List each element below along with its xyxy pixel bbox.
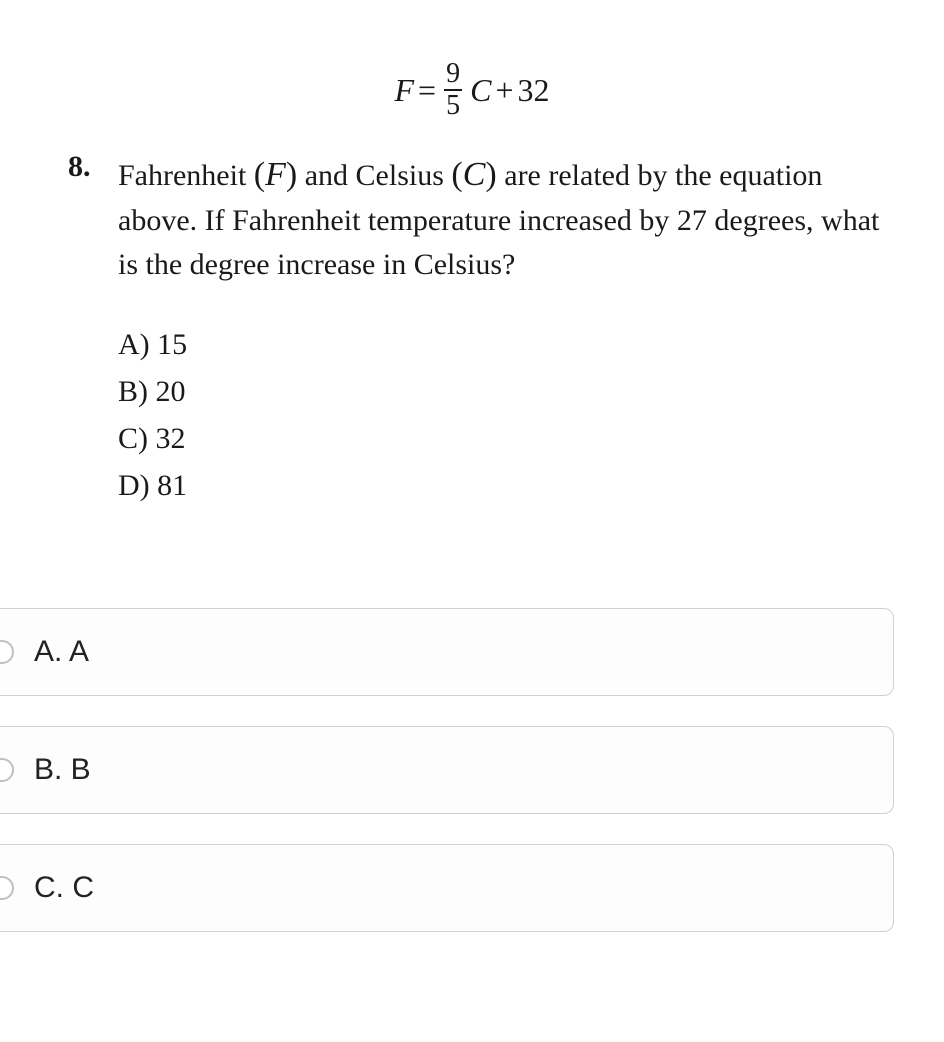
q-var2-close: ): [485, 156, 496, 193]
question-row: 8. Fahrenheit (F) and Celsius (C) are re…: [0, 150, 944, 286]
q-var2: C: [463, 156, 486, 193]
answer-label-c: C. C: [34, 871, 94, 905]
q-var2-open: (: [451, 156, 462, 193]
inline-choices: A) 15 B) 20 C) 32 D) 81: [0, 322, 944, 508]
equation-frac-den: 5: [444, 91, 462, 120]
answer-option-a[interactable]: A. A: [0, 608, 894, 696]
inline-choice-b: B) 20: [118, 369, 944, 414]
equation-equals: =: [418, 72, 436, 109]
inline-choice-d: D) 81: [118, 463, 944, 508]
equation-constant: 32: [517, 72, 549, 109]
inline-choice-a: A) 15: [118, 322, 944, 367]
q-var1-open: (: [254, 156, 265, 193]
page: F = 9 5 C + 32 8. Fahrenheit (F) and Cel…: [0, 0, 944, 932]
equation: F = 9 5 C + 32: [0, 60, 944, 120]
inline-choice-c: C) 32: [118, 416, 944, 461]
question-number: 8.: [68, 150, 118, 184]
q-var1: F: [265, 156, 286, 193]
equation-rhs-var: C: [470, 72, 491, 109]
question-body: Fahrenheit (F) and Celsius (C) are relat…: [118, 150, 894, 286]
q-var1-close: ): [286, 156, 297, 193]
radio-c[interactable]: [0, 874, 18, 902]
answer-option-c[interactable]: C. C: [0, 844, 894, 932]
radio-b[interactable]: [0, 756, 18, 784]
answer-option-b[interactable]: B. B: [0, 726, 894, 814]
equation-plus: +: [495, 72, 513, 109]
equation-fraction: 9 5: [444, 60, 462, 120]
radio-a[interactable]: [0, 638, 18, 666]
equation-lhs-var: F: [395, 72, 415, 109]
equation-frac-num: 9: [444, 60, 462, 91]
q-text-2: and Celsius: [297, 159, 451, 192]
q-text-1: Fahrenheit: [118, 159, 254, 192]
answer-options: A. A B. B C. C: [0, 608, 944, 932]
answer-label-b: B. B: [34, 753, 91, 787]
answer-label-a: A. A: [34, 635, 89, 669]
